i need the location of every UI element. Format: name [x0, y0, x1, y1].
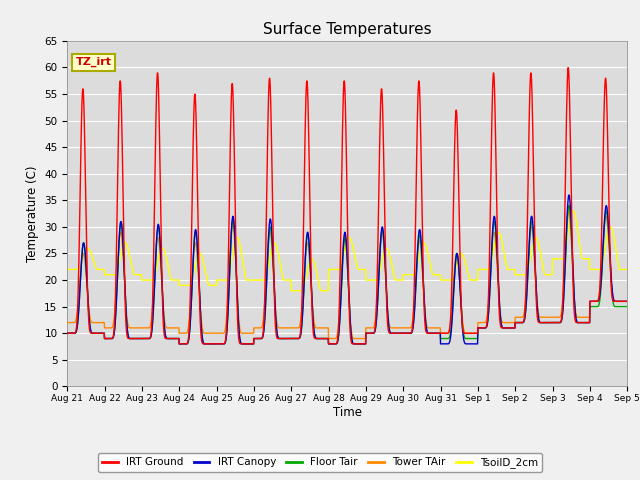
- Title: Surface Temperatures: Surface Temperatures: [263, 22, 431, 37]
- X-axis label: Time: Time: [333, 406, 362, 419]
- Legend: IRT Ground, IRT Canopy, Floor Tair, Tower TAir, TsoilD_2cm: IRT Ground, IRT Canopy, Floor Tair, Towe…: [98, 453, 542, 472]
- Y-axis label: Temperature (C): Temperature (C): [26, 165, 38, 262]
- Text: TZ_irt: TZ_irt: [76, 57, 111, 67]
